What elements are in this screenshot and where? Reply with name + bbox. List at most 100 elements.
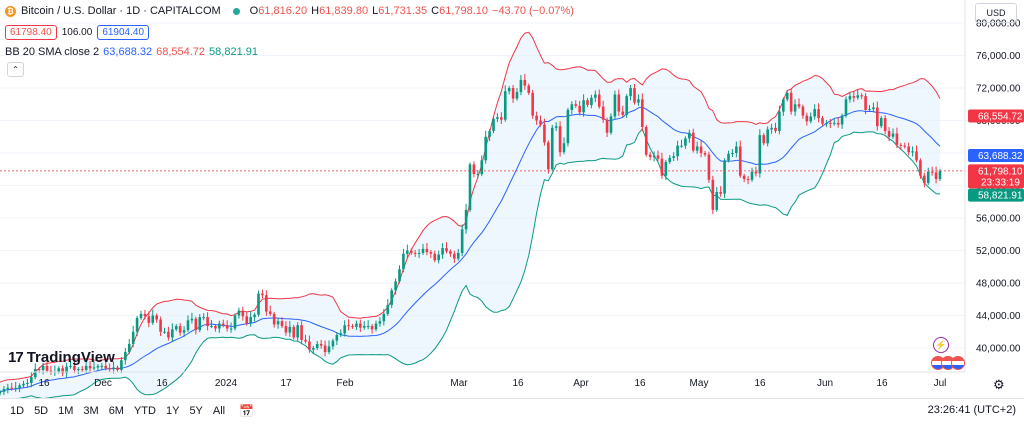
utc-clock[interactable]: 23:26:41 (UTC+2) [927, 404, 1016, 416]
candle-body [453, 253, 456, 259]
candle-body [829, 122, 832, 124]
candle-body [57, 368, 61, 372]
candle-body [938, 170, 942, 179]
bollinger-lower-line [17, 128, 941, 398]
us-flag-icon[interactable] [951, 356, 965, 370]
time-tick-label: 16 [156, 378, 168, 389]
candle-body [6, 387, 10, 390]
candle-body [398, 269, 401, 282]
candle-body [268, 311, 272, 314]
calendar-icon[interactable]: 📅 [239, 404, 255, 418]
sell-button[interactable]: 61798.40 [5, 25, 57, 40]
candle-body [61, 368, 64, 374]
candle-body [535, 115, 538, 121]
candle-body [930, 171, 934, 173]
candle-body [797, 104, 801, 107]
time-tick-label: 16 [38, 378, 50, 389]
candle-body [178, 326, 182, 333]
candle-body [488, 131, 491, 137]
last-price-label-countdown: 23:33:19 [981, 177, 1020, 188]
price-tick-label: 72,000.00 [976, 84, 1021, 95]
candle-body [425, 248, 429, 253]
timeframe-5y[interactable]: 5Y [189, 405, 203, 417]
candle-body [315, 343, 319, 348]
candle-body [550, 127, 554, 170]
candle-body [637, 99, 640, 103]
timeframe-1d[interactable]: 1D [10, 405, 25, 417]
candle-body [766, 129, 769, 144]
lightning-icon[interactable]: ⚡ [933, 337, 949, 353]
candle-body [163, 331, 166, 333]
candle-body [225, 325, 229, 329]
candle-body [664, 161, 668, 176]
tradingview-mark-icon: 17 [8, 349, 24, 366]
candle-body [813, 109, 816, 117]
candle-body [566, 109, 570, 144]
collapse-legend-button[interactable]: ⌃ [7, 62, 24, 77]
candle-body [429, 252, 433, 254]
upper-band-price-label-bg [968, 109, 1024, 123]
candle-body [472, 164, 476, 175]
timeframe-3m[interactable]: 3M [83, 405, 99, 417]
events-flags[interactable] [931, 356, 965, 370]
candle-body [825, 122, 828, 124]
candle-body [37, 369, 41, 371]
timeframe-all[interactable]: All [212, 405, 226, 417]
candle-body [151, 315, 155, 323]
candle-body [124, 352, 127, 361]
buy-button[interactable]: 61904.40 [97, 25, 150, 40]
price-tick-label: 56,000.00 [976, 214, 1021, 225]
candle-body [711, 179, 715, 210]
gear-icon[interactable]: ⚙ [993, 377, 1005, 392]
candle-body [785, 92, 789, 100]
candle-body [605, 119, 609, 133]
lower-band-price-label-bg [968, 188, 1024, 202]
candle-body [41, 365, 45, 370]
candle-body [801, 106, 805, 116]
candle-body [108, 368, 111, 370]
candle-body [876, 107, 879, 127]
candle-body [531, 92, 534, 116]
symbol-title[interactable]: Bitcoin / U.S. Dollar · 1D · CAPITALCOM [21, 5, 221, 17]
candle-body [507, 88, 511, 92]
timeframe-ytd[interactable]: YTD [133, 405, 156, 417]
candle-body [155, 315, 158, 320]
timeframe-5d[interactable]: 5D [34, 405, 49, 417]
ohlc-o-label: O [249, 5, 259, 17]
candle-body [644, 127, 648, 155]
candle-body [77, 369, 80, 371]
currency-selector[interactable]: USD [975, 3, 1017, 23]
candle-body [836, 122, 840, 125]
candle-body [171, 329, 174, 338]
candle-body [868, 109, 871, 111]
candle-body [296, 325, 299, 338]
candle-body [73, 365, 76, 370]
indicator-name[interactable]: BB 20 SMA close 2 [5, 46, 100, 58]
timeframe-1y[interactable]: 1Y [165, 405, 180, 417]
time-tick-label: Jun [817, 378, 833, 389]
candle-body [778, 111, 781, 132]
candle-body [547, 142, 550, 170]
ohlc-high: 61,839.80 [319, 5, 369, 17]
tradingview-name: TradingView [26, 349, 115, 366]
timeframe-6m[interactable]: 6M [108, 405, 124, 417]
candle-body [366, 326, 370, 328]
candle-body [641, 99, 644, 127]
candle-body [327, 346, 331, 353]
indicator-legend[interactable]: BB 20 SMA close 2 63,688.32 68,554.72 58… [5, 46, 258, 58]
candle-body [390, 290, 393, 305]
price-chart[interactable]: 80,000.0076,000.0072,000.0068,000.0064,0… [0, 0, 1024, 398]
candle-body [625, 96, 628, 115]
timeframe-1m[interactable]: 1M [58, 405, 74, 417]
candle-body [586, 100, 589, 106]
lower-band-price-label: 58,821.91 [978, 191, 1023, 202]
time-tick-label: 17 [280, 378, 292, 389]
candle-body [241, 310, 245, 317]
ohlc-change: −43.70 (−0.07%) [492, 5, 574, 17]
price-tick-label: 40,000.00 [976, 344, 1021, 355]
last-price-label-bg [968, 164, 1024, 189]
candle-body [300, 325, 303, 340]
candle-body [202, 317, 205, 319]
candle-body [895, 133, 899, 145]
